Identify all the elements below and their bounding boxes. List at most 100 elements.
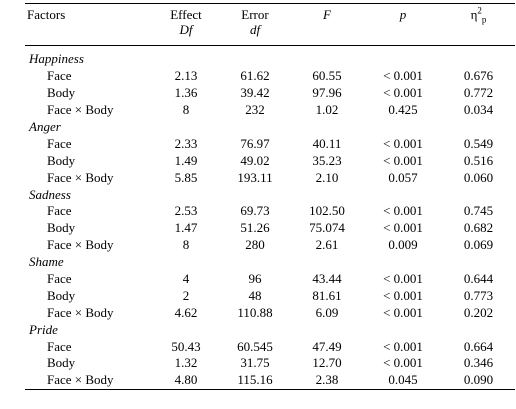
empty-cell bbox=[442, 186, 515, 203]
header-f: F bbox=[290, 4, 364, 46]
header-effect-label: Effect bbox=[170, 7, 202, 22]
empty-cell bbox=[364, 119, 442, 136]
cell-f-value: 40.11 bbox=[312, 135, 342, 151]
empty-cell bbox=[220, 46, 290, 68]
header-factors: Factors bbox=[25, 4, 152, 46]
empty-cell bbox=[364, 254, 442, 271]
cell-effect-df: 1.47 bbox=[174, 220, 198, 236]
empty-cell bbox=[364, 321, 442, 338]
empty-cell bbox=[364, 186, 442, 203]
table-row: Face × Body 8 232 1.02 0.425 0.034 bbox=[25, 102, 515, 119]
header-effect-df: Effect Df bbox=[152, 4, 220, 46]
cell-f-value: 47.49 bbox=[312, 338, 342, 354]
empty-cell bbox=[290, 254, 364, 271]
cell-eta-squared: 0.745 bbox=[463, 203, 494, 219]
table-row: Body 1.36 39.42 97.96 < 0.001 0.772 bbox=[25, 85, 515, 102]
cell-factor: Body bbox=[47, 287, 76, 303]
cell-factor: Face bbox=[47, 271, 72, 287]
group-name: Anger bbox=[29, 119, 61, 134]
cell-p-value: 0.425 bbox=[388, 102, 418, 118]
cell-factor: Face bbox=[47, 135, 72, 151]
cell-p-value: 0.045 bbox=[388, 372, 418, 388]
cell-factor: Face × Body bbox=[47, 102, 114, 118]
cell-effect-df: 8 bbox=[182, 102, 190, 118]
cell-eta-squared: 0.676 bbox=[463, 68, 494, 84]
table-body: Happiness Face 2.13 61.62 60.55 < 0.001 0.676 B… bbox=[25, 46, 515, 390]
cell-eta-squared: 0.202 bbox=[463, 304, 494, 320]
empty-cell bbox=[290, 321, 364, 338]
cell-error-df: 48 bbox=[248, 287, 262, 303]
cell-effect-df: 1.36 bbox=[174, 85, 198, 101]
cell-f-value: 2.61 bbox=[315, 237, 339, 253]
table-row: Body 2 48 81.61 < 0.001 0.773 bbox=[25, 287, 515, 304]
table-row: Face × Body 4.62 110.88 6.09 < 0.001 0.202 bbox=[25, 304, 515, 321]
empty-cell bbox=[220, 119, 290, 136]
empty-cell bbox=[152, 254, 220, 271]
cell-f-value: 2.10 bbox=[315, 169, 339, 185]
cell-factor: Face bbox=[47, 68, 72, 84]
cell-p-value: < 0.001 bbox=[383, 287, 423, 303]
cell-f-value: 102.50 bbox=[309, 203, 345, 219]
table-row: Body 1.49 49.02 35.23 < 0.001 0.516 bbox=[25, 152, 515, 169]
cell-eta-squared: 0.682 bbox=[463, 220, 494, 236]
cell-f-value: 97.96 bbox=[312, 85, 342, 101]
empty-cell bbox=[442, 46, 515, 68]
cell-factor: Face bbox=[47, 338, 72, 354]
empty-cell bbox=[442, 321, 515, 338]
cell-effect-df: 1.49 bbox=[174, 152, 198, 168]
cell-eta-squared: 0.090 bbox=[463, 372, 494, 388]
header-p: p bbox=[364, 4, 442, 46]
cell-factor: Face × Body bbox=[47, 169, 114, 185]
header-eta-base: η bbox=[470, 7, 478, 22]
cell-p-value: < 0.001 bbox=[383, 68, 423, 84]
cell-p-value: 0.009 bbox=[388, 237, 418, 253]
anova-table-container: Factors Effect Df Error df F p η2p Happi… bbox=[25, 3, 515, 390]
cell-factor: Body bbox=[47, 85, 76, 101]
table-row: Face 2.13 61.62 60.55 < 0.001 0.676 bbox=[25, 68, 515, 85]
group-header-row: Happiness bbox=[25, 46, 515, 68]
group-name: Happiness bbox=[29, 51, 84, 67]
cell-effect-df: 2.33 bbox=[174, 135, 198, 151]
cell-error-df: 51.26 bbox=[240, 220, 270, 236]
group-name: Sadness bbox=[29, 186, 71, 202]
table-row: Face 4 96 43.44 < 0.001 0.644 bbox=[25, 271, 515, 288]
cell-factor: Face × Body bbox=[47, 304, 114, 320]
cell-factor: Face × Body bbox=[47, 372, 114, 388]
cell-f-value: 2.38 bbox=[315, 372, 339, 388]
header-eta-sup: 2 bbox=[477, 5, 482, 16]
table-header: Factors Effect Df Error df F p η2p bbox=[25, 3, 515, 46]
cell-factor: Face bbox=[47, 203, 72, 219]
cell-effect-df: 4.62 bbox=[174, 304, 198, 320]
table-row: Face × Body 5.85 193.11 2.10 0.057 0.060 bbox=[25, 169, 515, 186]
cell-eta-squared: 0.772 bbox=[463, 85, 494, 101]
group-header-row: Pride bbox=[25, 321, 515, 338]
empty-cell bbox=[220, 254, 290, 271]
table-row: Face 50.43 60.545 47.49 < 0.001 0.664 bbox=[25, 338, 515, 355]
cell-error-df: 96 bbox=[248, 271, 262, 287]
cell-p-value: < 0.001 bbox=[383, 135, 423, 151]
cell-error-df: 76.97 bbox=[240, 135, 270, 151]
group-name: Shame bbox=[29, 254, 64, 270]
cell-effect-df: 2.13 bbox=[174, 68, 198, 84]
cell-effect-df: 2 bbox=[182, 287, 190, 303]
cell-error-df: 60.545 bbox=[237, 338, 273, 354]
cell-error-df: 39.42 bbox=[240, 85, 270, 101]
cell-f-value: 35.23 bbox=[312, 152, 342, 168]
cell-f-value: 1.02 bbox=[315, 102, 339, 118]
header-eta-sub: p bbox=[481, 14, 487, 25]
empty-cell bbox=[442, 254, 515, 271]
cell-p-value: 0.057 bbox=[388, 169, 418, 185]
cell-factor: Body bbox=[47, 355, 76, 371]
cell-eta-squared: 0.549 bbox=[463, 135, 494, 151]
table-row: Face 2.33 76.97 40.11 < 0.001 0.549 bbox=[25, 135, 515, 152]
header-error-df-label: df bbox=[249, 22, 261, 37]
header-p-label: p bbox=[399, 7, 407, 22]
group-header-row: Anger bbox=[25, 119, 515, 136]
empty-cell bbox=[220, 321, 290, 338]
cell-eta-squared: 0.644 bbox=[463, 271, 494, 287]
header-effect-df-label: Df bbox=[179, 22, 193, 37]
empty-cell bbox=[220, 186, 290, 203]
cell-eta-squared: 0.034 bbox=[463, 102, 494, 118]
cell-f-value: 81.61 bbox=[312, 287, 342, 303]
empty-cell bbox=[364, 46, 442, 68]
